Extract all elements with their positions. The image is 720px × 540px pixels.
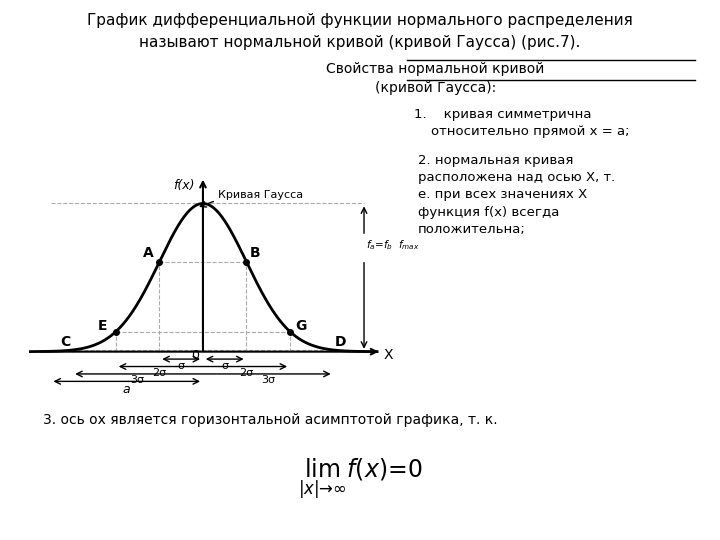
Text: X: X (383, 348, 392, 362)
Text: $f_a$=$f_b$  $f_{max}$: $f_a$=$f_b$ $f_{max}$ (366, 238, 420, 252)
Text: a: a (123, 383, 130, 396)
Text: $\lim_{|x|\to\infty} f(x) = 0$: $\lim_{|x|\to\infty} f(x) = 0$ (298, 456, 422, 501)
Text: σ: σ (178, 361, 184, 370)
Text: 3σ: 3σ (261, 375, 275, 386)
Text: е. при всех значениях X: е. при всех значениях X (418, 188, 587, 201)
Text: 3. ось ох является горизонтальной асимптотой графика, т. к.: 3. ось ох является горизонтальной асимпт… (43, 413, 498, 427)
Text: 2σ: 2σ (153, 368, 166, 378)
Text: C: C (60, 335, 71, 349)
Text: B: B (250, 246, 261, 260)
Text: называют нормальной кривой (кривой Гаусса) (рис.7).: называют нормальной кривой (кривой Гаусс… (139, 35, 581, 50)
Text: 3σ: 3σ (130, 375, 145, 386)
Text: f(x): f(x) (173, 179, 194, 192)
Text: функция f(x) всегда: функция f(x) всегда (418, 206, 559, 219)
Text: относительно прямой x = a;: относительно прямой x = a; (414, 125, 629, 138)
Text: Кривая Гаусса: Кривая Гаусса (218, 190, 303, 200)
Text: 1.    кривая симметрична: 1. кривая симметрична (414, 108, 592, 121)
Text: положительна;: положительна; (418, 223, 526, 236)
Text: E: E (98, 320, 107, 334)
Text: A: A (143, 246, 154, 260)
Text: 0: 0 (191, 348, 199, 361)
Text: Свойства нормальной кривой: Свойства нормальной кривой (326, 62, 545, 76)
Text: σ: σ (221, 361, 228, 370)
Text: 2σ: 2σ (240, 368, 253, 378)
Text: 2. нормальная кривая: 2. нормальная кривая (418, 154, 573, 167)
Text: График дифференциальной функции нормального распределения: График дифференциальной функции нормальн… (87, 14, 633, 29)
Text: G: G (295, 320, 307, 334)
Text: (кривой Гаусса):: (кривой Гаусса): (375, 81, 496, 95)
Text: D: D (334, 335, 346, 349)
Text: расположена над осью X, т.: расположена над осью X, т. (418, 171, 615, 184)
